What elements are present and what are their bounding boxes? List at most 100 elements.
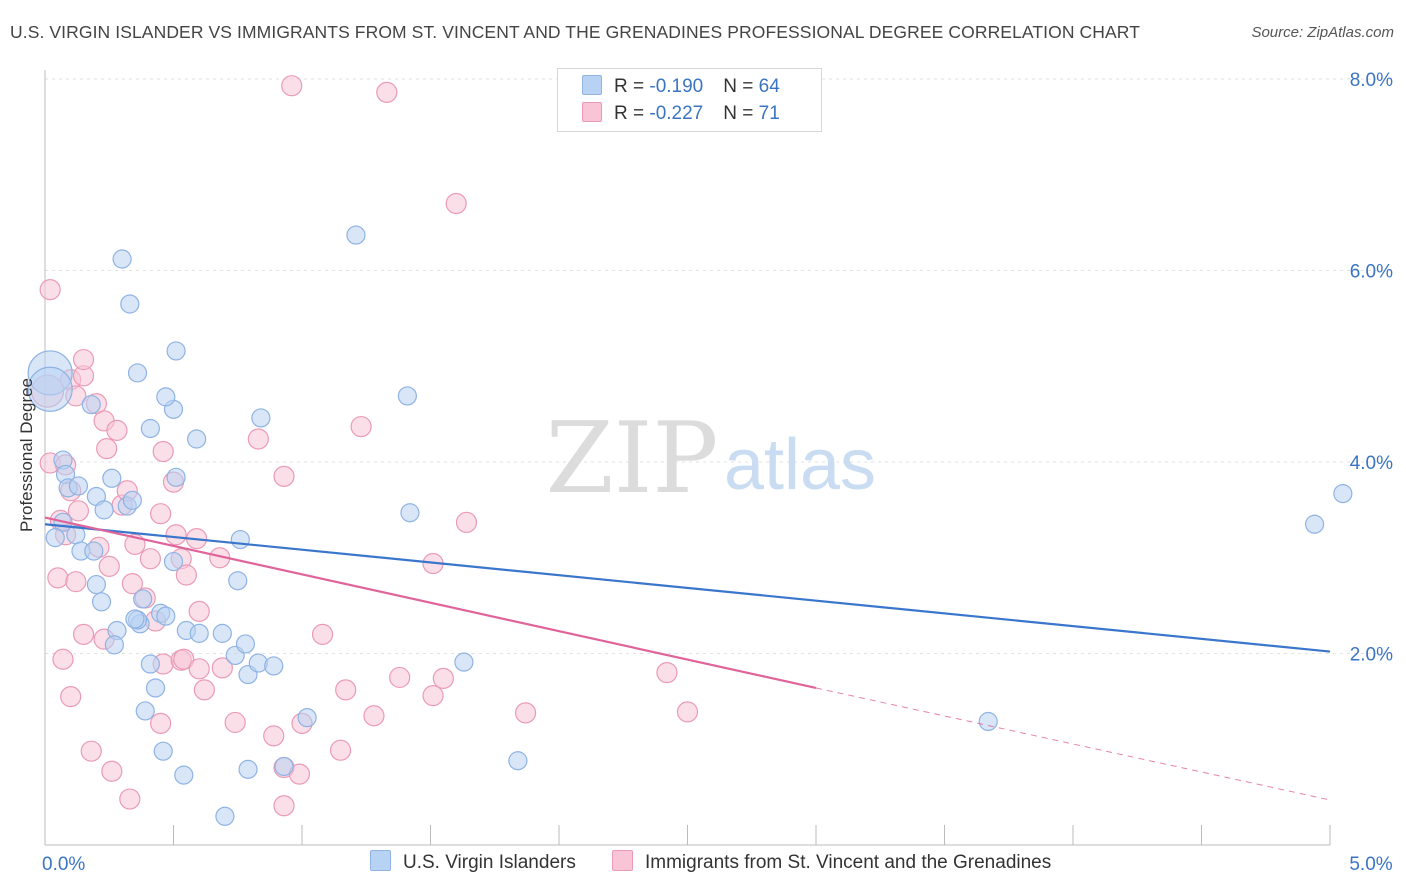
st-vincent-point	[335, 679, 357, 701]
st-vincent-point	[389, 666, 411, 689]
st-vincent-point	[350, 415, 372, 438]
st-vincent-point	[173, 648, 195, 670]
st-vincent-point	[175, 564, 197, 586]
st-vincent-point	[98, 555, 120, 577]
virgin-islander-point	[230, 529, 250, 550]
st-vincent-point	[101, 760, 123, 782]
st-vincent-point	[80, 740, 102, 762]
virgin-islander-point	[1304, 514, 1325, 534]
virgin-islander-point	[120, 294, 140, 314]
virgin-islander-point	[27, 366, 73, 412]
virgin-islander-point	[215, 806, 235, 826]
legend-row-pink: R = -0.227 N = 71	[582, 101, 780, 125]
virgin-islander-point	[174, 765, 194, 785]
st-vincent-point	[676, 701, 699, 723]
legend-r-value: -0.227	[649, 103, 704, 124]
virgin-islander-point	[140, 418, 160, 439]
watermark-zip: ZIP	[546, 402, 719, 516]
st-vincent-point	[65, 571, 87, 593]
legend-swatch-pink	[612, 850, 633, 872]
st-vincent-point	[121, 573, 143, 595]
st-vincent-point	[263, 725, 285, 747]
legend-row-blue: R = -0.190 N = 64	[582, 74, 780, 98]
st-vincent-point	[188, 658, 210, 680]
virgin-islander-point	[84, 541, 104, 561]
st-vincent-point	[52, 648, 74, 670]
legend-swatch-pink	[582, 101, 602, 122]
st-vincent-point	[165, 524, 187, 546]
legend-swatch-blue	[582, 74, 602, 95]
y-tick-label: 4.0%	[1350, 453, 1393, 474]
stats-legend: R = -0.190 N = 64 R = -0.227 N = 71	[557, 68, 822, 132]
virgin-islander-point	[189, 623, 209, 643]
st-vincent-point	[273, 465, 295, 487]
virgin-islander-point	[140, 654, 160, 674]
virgin-islander-point	[125, 609, 145, 629]
virgin-islander-point	[978, 711, 998, 732]
virgin-islander-point	[127, 363, 148, 383]
legend-label: Immigrants from St. Vincent and the Gren…	[645, 852, 1052, 873]
virgin-islander-point	[68, 476, 89, 496]
virgin-islander-point	[235, 634, 256, 654]
virgin-islander-point	[135, 701, 155, 721]
trend-lines	[44, 516, 1331, 801]
tick-labels: 2.0% 4.0% 6.0% 8.0% 0.0% 5.0%	[42, 70, 1393, 875]
virgin-islander-point	[102, 468, 122, 488]
virgin-islander-point	[187, 429, 207, 449]
legend-item-virgin-islanders[interactable]: U.S. Virgin Islanders	[370, 850, 576, 874]
st-vincent-point	[188, 600, 210, 622]
virgin-islander-point	[297, 708, 317, 728]
virgin-islander-point	[94, 500, 114, 520]
legend-swatch-blue	[370, 850, 391, 872]
virgin-islander-point	[166, 467, 186, 487]
virgin-islander-point	[133, 589, 153, 609]
virgin-islander-point	[81, 394, 101, 415]
y-axis-label: Professional Degree	[17, 377, 36, 533]
legend-item-st-vincent[interactable]: Immigrants from St. Vincent and the Gren…	[612, 850, 1052, 874]
st-vincent-point	[432, 667, 454, 689]
st-vincent-point	[211, 657, 233, 679]
virgin-islander-point	[153, 741, 173, 761]
st-vincent-point	[106, 419, 128, 442]
virgin-islander-point	[400, 503, 420, 523]
virgin-islander-point	[91, 592, 112, 612]
st-vincent-point	[329, 739, 352, 761]
st-vincent-point	[363, 705, 385, 727]
virgin-islander-point	[397, 386, 417, 406]
y-tick-label: 6.0%	[1350, 262, 1393, 283]
virgin-islander-point	[251, 408, 271, 428]
st-vincent-point	[514, 702, 537, 724]
x-tick-label: 0.0%	[42, 854, 85, 875]
virgin-islander-point	[346, 225, 366, 245]
st-vincent-point	[224, 711, 246, 734]
st-vincent-trend-extension	[815, 687, 1331, 801]
virgin-islander-trend-line	[44, 523, 1331, 653]
st-vincent-point	[72, 348, 95, 371]
virgin-islander-point	[45, 528, 65, 548]
virgin-islander-point	[104, 635, 124, 655]
virgin-islander-point	[156, 387, 176, 407]
st-vincent-point	[47, 567, 69, 589]
st-vincent-point	[656, 662, 678, 684]
st-vincent-point	[376, 81, 398, 104]
st-vincent-point	[281, 75, 303, 97]
virgin-islander-point	[264, 656, 284, 676]
st-vincent-point	[72, 623, 95, 645]
virgin-islander-point	[228, 571, 248, 591]
legend-n-value: 64	[758, 76, 780, 97]
virgin-islander-point	[86, 574, 107, 595]
virgin-islander-point	[122, 490, 142, 510]
virgin-islander-point	[212, 623, 232, 643]
data-points	[27, 75, 1353, 826]
st-vincent-point	[273, 795, 295, 817]
gridlines	[45, 78, 1392, 654]
y-tick-label: 2.0%	[1350, 645, 1393, 666]
legend-r-value: -0.190	[649, 76, 704, 97]
st-vincent-point	[193, 679, 215, 701]
virgin-islander-point	[238, 759, 258, 779]
st-vincent-point	[67, 500, 90, 522]
st-vincent-point	[150, 712, 172, 734]
legend-n-value: 71	[758, 103, 780, 124]
st-vincent-point	[455, 511, 478, 533]
virgin-islander-point	[145, 678, 166, 698]
